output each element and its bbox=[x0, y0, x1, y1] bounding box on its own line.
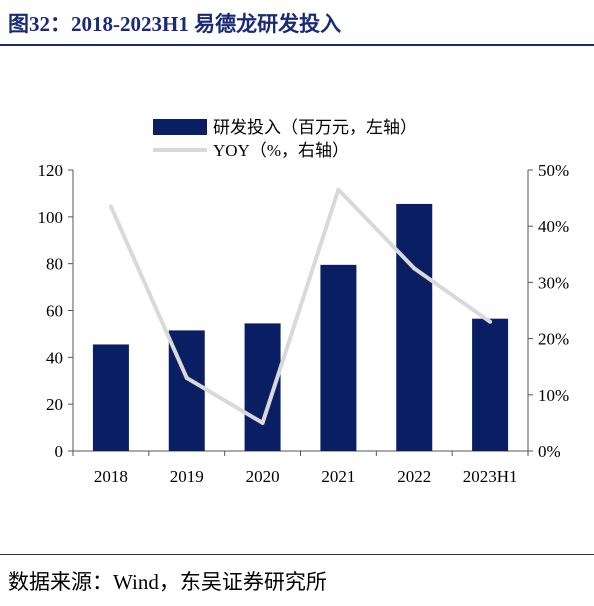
yoy-point bbox=[260, 420, 265, 425]
y-left-tick-label: 20 bbox=[46, 395, 63, 414]
axes: 0 20 40 60 80 100 120 0% 10% 20% 30% 40% 50% 2018 2019… bbox=[38, 161, 570, 486]
bar bbox=[320, 264, 357, 451]
y-left-tick-label: 60 bbox=[46, 302, 63, 321]
source-rule bbox=[0, 554, 594, 555]
y-left-tick-label: 120 bbox=[38, 161, 64, 180]
y-left-tick-label: 40 bbox=[46, 348, 63, 367]
y-right-tick-label: 50% bbox=[538, 161, 569, 180]
yoy-point bbox=[488, 319, 493, 324]
source-note: 数据来源：Wind，东吴证券研究所 bbox=[8, 570, 327, 594]
x-tick-label: 2022 bbox=[397, 467, 431, 486]
legend-swatch-bar bbox=[153, 119, 207, 135]
y-right-tick-label: 10% bbox=[538, 386, 569, 405]
legend-label-bar: 研发投入（百万元，左轴） bbox=[213, 118, 417, 137]
legend: 研发投入（百万元，左轴） YOY（%，右轴） bbox=[153, 118, 417, 160]
x-tick-label: 2019 bbox=[170, 467, 204, 486]
legend-label-line: YOY（%，右轴） bbox=[213, 141, 349, 160]
yoy-point bbox=[412, 266, 417, 271]
y-right-tick-label: 0% bbox=[538, 442, 561, 461]
y-left-tick-label: 100 bbox=[38, 208, 64, 227]
x-tick-label: 2018 bbox=[94, 467, 128, 486]
x-tick-label: 2020 bbox=[246, 467, 280, 486]
y-left-tick-label: 0 bbox=[55, 442, 64, 461]
bar bbox=[472, 318, 509, 451]
x-tick-label: 2021 bbox=[321, 467, 355, 486]
yoy-point bbox=[336, 187, 341, 192]
yoy-point bbox=[108, 204, 113, 209]
y-right-tick-label: 40% bbox=[538, 217, 569, 236]
title-rule bbox=[0, 44, 594, 46]
bar bbox=[396, 203, 433, 451]
yoy-line-path bbox=[109, 187, 492, 425]
yoy-point bbox=[184, 375, 189, 380]
yoy-line bbox=[108, 187, 493, 425]
y-right-tick-label: 20% bbox=[538, 330, 569, 349]
x-tick-label: 2023H1 bbox=[463, 467, 518, 486]
y-left-tick-label: 80 bbox=[46, 255, 63, 274]
bars bbox=[92, 203, 509, 451]
bar bbox=[92, 344, 129, 451]
figure-title: 图32：2018-2023H1 易德龙研发投入 bbox=[8, 12, 342, 36]
y-right-tick-label: 30% bbox=[538, 273, 569, 292]
